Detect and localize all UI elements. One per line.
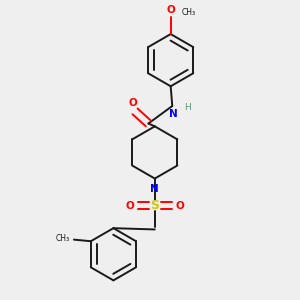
Text: N: N	[150, 184, 159, 194]
Text: N: N	[169, 109, 178, 118]
Text: CH₃: CH₃	[56, 234, 70, 243]
Text: H: H	[184, 103, 191, 112]
Text: CH₃: CH₃	[182, 8, 196, 17]
Text: O: O	[126, 201, 134, 211]
Text: S: S	[150, 199, 159, 212]
Text: O: O	[175, 201, 184, 211]
Text: O: O	[166, 5, 175, 15]
Text: O: O	[128, 98, 137, 108]
